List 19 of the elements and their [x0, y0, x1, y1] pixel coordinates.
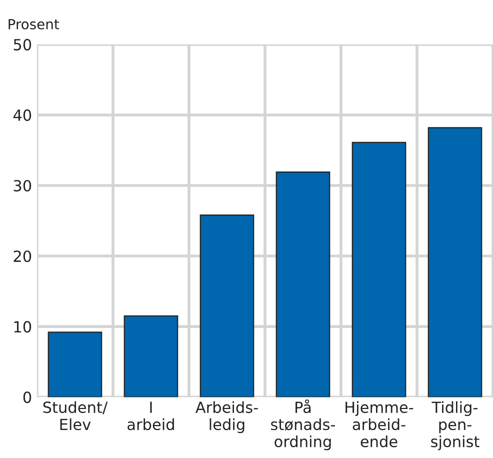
bar	[124, 315, 178, 398]
bar	[200, 214, 254, 398]
bar	[352, 142, 406, 398]
y-tick-label: 40	[13, 109, 32, 121]
x-tick-label: Tidlig- pen- sjonist	[431, 401, 480, 450]
y-tick-label: 20	[14, 250, 32, 262]
bar	[276, 172, 330, 398]
y-tick-label: 0	[23, 392, 32, 404]
y-tick-label: 10	[14, 321, 32, 333]
y-axis-title: Prosent	[8, 19, 60, 30]
x-tick-label: Student/ Elev	[43, 401, 108, 430]
x-tick-label: På stønads- ordning	[271, 399, 335, 450]
bar	[48, 332, 102, 398]
bar	[428, 127, 482, 398]
x-tick-label: I arbeid	[128, 402, 174, 430]
y-tick-label: 50	[14, 38, 32, 50]
x-tick-label: Hjemme- arbeid- ende	[346, 401, 414, 448]
x-tick-label: Arbeids- ledig	[195, 401, 258, 434]
y-tick-label: 30	[14, 180, 32, 192]
